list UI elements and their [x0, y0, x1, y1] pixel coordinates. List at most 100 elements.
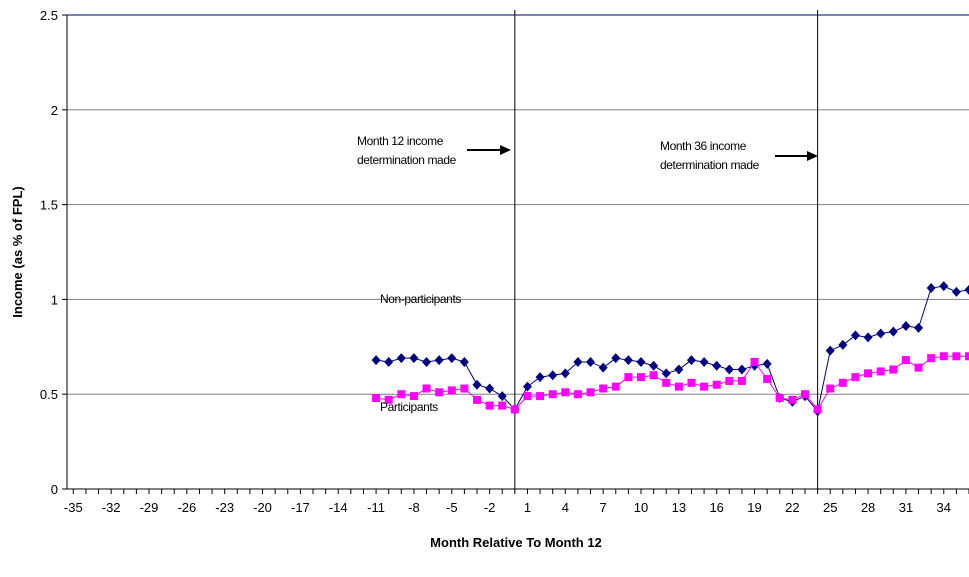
data-point	[674, 382, 683, 391]
data-point	[712, 380, 721, 389]
series-0	[371, 281, 969, 417]
y-tick-label: 1	[51, 292, 58, 307]
data-point	[435, 388, 444, 397]
data-point	[497, 391, 507, 402]
data-point	[864, 369, 873, 378]
data-point	[737, 376, 746, 385]
data-point	[876, 328, 886, 339]
data-point	[888, 326, 898, 337]
data-point	[662, 378, 671, 387]
data-point	[965, 352, 969, 361]
x-tick-label: 34	[937, 500, 951, 515]
x-tick-label: 1	[524, 500, 531, 515]
data-point	[485, 383, 495, 394]
x-tick-label: -26	[177, 500, 196, 515]
series-label-non-participants: Non-participants	[380, 292, 461, 306]
data-point	[952, 352, 961, 361]
data-point	[523, 392, 532, 401]
y-tick-label: 2.5	[40, 8, 58, 23]
data-point	[371, 355, 381, 366]
data-point	[624, 373, 633, 382]
data-point	[649, 371, 658, 380]
data-point	[700, 382, 709, 391]
data-point	[964, 284, 969, 295]
x-ticks: -35 -32 -29 -26 -23 -20 -17 -14 -11 -8 -5 -2 1 4 7 10 13…	[64, 489, 969, 515]
x-tick-label: 25	[823, 500, 837, 515]
data-point	[409, 392, 418, 401]
x-tick-label: 13	[672, 500, 686, 515]
data-point	[548, 390, 557, 399]
x-tick-label: -32	[102, 500, 121, 515]
data-point	[737, 364, 747, 375]
data-point	[788, 395, 797, 404]
data-point	[914, 363, 923, 372]
x-tick-label: 10	[634, 500, 648, 515]
annotation-month36-line2: determination made	[660, 158, 760, 172]
data-point	[560, 368, 570, 379]
data-point	[397, 390, 406, 399]
data-point	[725, 376, 734, 385]
series-layer	[371, 281, 969, 417]
data-point	[863, 332, 873, 343]
data-point	[838, 378, 847, 387]
data-point	[510, 405, 519, 414]
x-axis-title: Month Relative To Month 12	[430, 535, 602, 550]
y-ticks: 0 0.5 1 1.5 2 2.5	[40, 8, 67, 497]
data-point	[927, 354, 936, 363]
x-tick-label: -5	[446, 500, 458, 515]
x-tick-label: 16	[709, 500, 723, 515]
data-point	[901, 320, 911, 331]
data-point	[775, 393, 784, 402]
annotation-month36-arrow	[775, 151, 818, 161]
x-tick-label: 28	[861, 500, 875, 515]
data-point	[801, 390, 809, 399]
data-point	[384, 356, 394, 367]
data-point	[674, 364, 684, 375]
data-point	[939, 281, 949, 292]
data-point	[535, 372, 545, 383]
x-tick-label: 7	[600, 500, 607, 515]
data-point	[637, 373, 645, 382]
data-point	[851, 373, 860, 382]
data-point	[485, 401, 494, 410]
series-1	[372, 352, 969, 414]
data-point	[623, 355, 633, 366]
data-point	[422, 356, 432, 367]
data-point	[548, 370, 558, 381]
x-tick-label: -20	[253, 500, 272, 515]
data-point	[838, 339, 848, 350]
annotation-month12-line2: determination made	[357, 153, 457, 167]
annotation-month12-arrow	[467, 145, 511, 155]
data-point	[561, 388, 570, 397]
data-point	[636, 356, 646, 367]
y-tick-label: 1.5	[40, 198, 58, 213]
data-point	[876, 367, 885, 376]
data-point	[459, 356, 469, 367]
data-point	[762, 358, 772, 369]
y-tick-label: 2	[51, 103, 58, 118]
data-point	[573, 356, 583, 367]
data-point	[850, 330, 860, 341]
data-point	[661, 368, 671, 379]
data-point	[409, 353, 419, 364]
data-point	[384, 395, 393, 404]
x-tick-label: 22	[785, 500, 799, 515]
data-point	[712, 360, 722, 371]
data-point	[951, 286, 961, 297]
data-point	[724, 364, 734, 375]
y-tick-label: 0.5	[40, 387, 58, 402]
data-point	[522, 381, 532, 392]
data-point	[473, 395, 481, 404]
data-point	[498, 401, 507, 410]
data-point	[396, 353, 406, 364]
data-point	[372, 393, 381, 402]
data-point	[536, 392, 545, 401]
data-point	[901, 356, 910, 365]
data-point	[611, 382, 620, 391]
data-point	[447, 386, 456, 395]
data-point	[434, 355, 444, 366]
series-label-participants: Participants	[380, 400, 438, 414]
annotation-month12-line1: Month 12 income	[357, 134, 444, 148]
x-tick-label: 4	[562, 500, 569, 515]
